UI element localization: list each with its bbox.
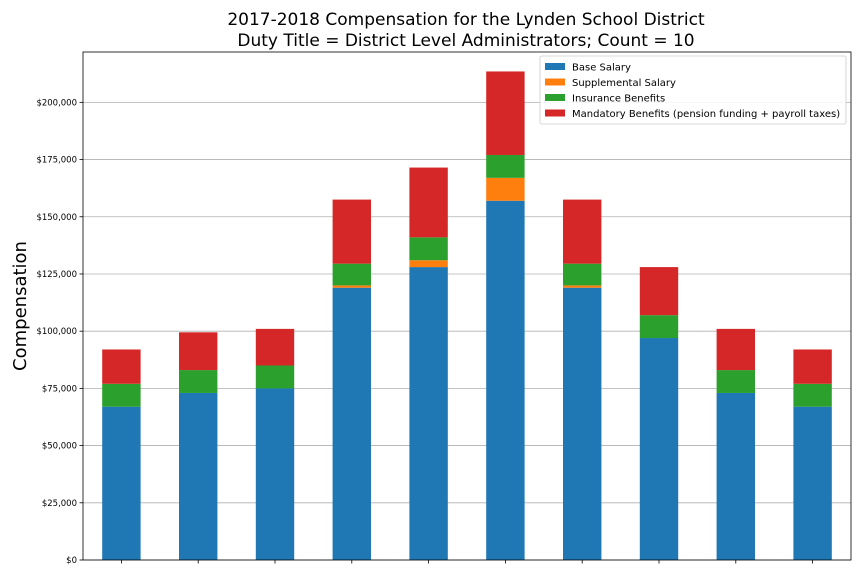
bar-segment-insurance [716,370,755,393]
bar-segment-insurance [102,383,141,407]
legend-swatch [545,78,565,86]
bar-segment-base [793,406,832,560]
bar-segment-insurance [409,237,448,261]
axes: $0 $25,000 $50,000 $75,000 $100,000 $125,000 $… [36,51,852,566]
bar-segment-mandatory [639,267,679,316]
y-tick-label: $175,000 [36,156,77,166]
legend-swatch [545,109,565,117]
legend-label: Mandatory Benefits (pension funding + pa… [572,109,840,120]
bar-segment-base [716,392,755,560]
bar-segment-base [639,338,679,560]
bar-segment-mandatory [563,199,602,264]
legend-swatch [545,63,565,70]
bar-segment-mandatory [486,71,525,155]
y-axis-label: Compensation [10,241,31,371]
y-tick-label: $50,000 [42,442,77,452]
y-tick-label: $100,000 [36,327,77,337]
y-tick-label: $25,000 [42,499,77,509]
bar-segment-mandatory [332,199,371,264]
y-tick-label: $75,000 [42,384,77,394]
bar-segment-insurance [255,365,295,389]
bar-segment-insurance [793,383,832,407]
bar-segment-insurance [332,263,371,286]
y-tick-label: $125,000 [36,270,77,280]
bar-segment-mandatory [255,328,295,366]
legend-label: Supplemental Salary [572,78,676,89]
y-tick-label: $0 [66,556,77,566]
bar-segment-mandatory [102,349,141,384]
bar-segment-supplemental [332,285,371,288]
bar-segment-mandatory [793,349,832,384]
y-tick-label: $200,000 [36,98,77,108]
chart-title-line-2: Duty Title = District Level Administrato… [237,31,694,51]
bar-segment-supplemental [486,177,525,201]
bar-segment-supplemental [409,260,448,268]
y-tick-label: $150,000 [36,213,77,223]
bar-segment-base [486,200,525,560]
bar-segment-base [179,392,218,560]
bar-segment-base [563,287,602,560]
bar-segment-mandatory [179,332,218,371]
bar-segment-insurance [486,154,525,178]
bar-segment-base [102,406,141,560]
legend-label: Base Salary [572,63,631,74]
bar-segment-insurance [179,370,218,393]
legend-swatch [545,94,565,101]
plot-frame [82,51,852,561]
bar-segment-insurance [639,315,679,339]
legend: Base Salary Supplemental Salary Insurance … [539,55,847,125]
bar-segment-supplemental [563,285,602,288]
bar-segment-insurance [563,263,602,286]
legend-label: Insurance Benefits [572,94,665,105]
bar-segment-base [332,287,371,560]
chart-title-line-1: 2017-2018 Compensation for the Lynden Sc… [227,10,705,30]
bar-segment-mandatory [716,328,755,371]
bar-segment-base [409,267,448,560]
bar-segment-base [255,388,295,560]
bars [102,71,832,560]
bar-segment-mandatory [409,167,448,238]
legend-box [539,55,847,125]
